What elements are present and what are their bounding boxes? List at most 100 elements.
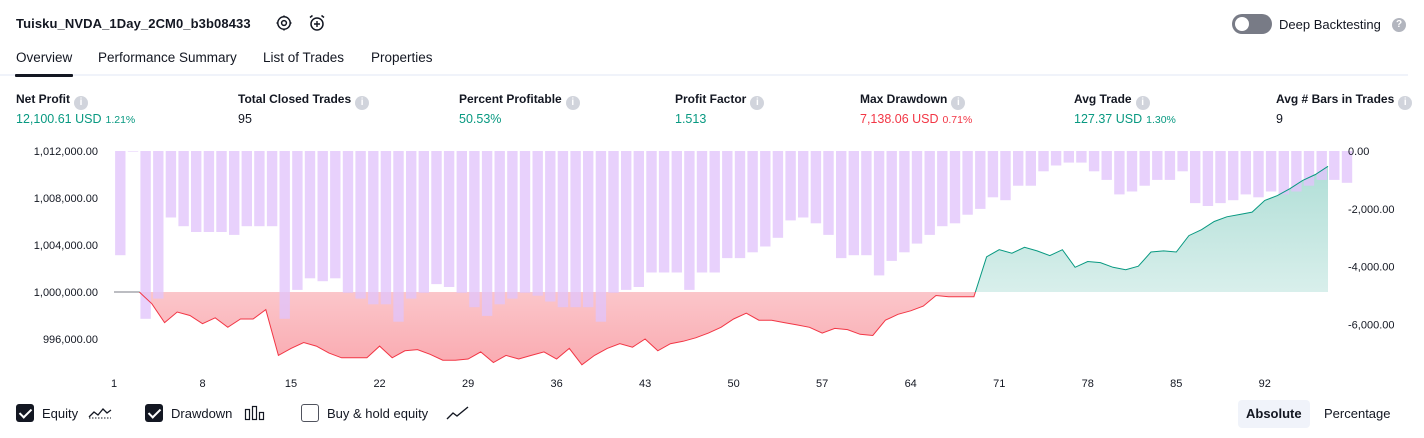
absolute-button[interactable]: Absolute — [1238, 400, 1310, 428]
drawdown-bar — [292, 151, 303, 290]
info-icon[interactable]: i — [750, 96, 765, 110]
strategy-header: Tuisku_NVDA_1Day_2CM0_b3b08433 Deep Back… — [0, 0, 1424, 46]
drawdown-bar — [1177, 151, 1188, 172]
equity-axis-label: 996,000.00 — [43, 334, 98, 346]
buy-hold-line-icon — [446, 406, 469, 420]
drawdown-bar — [886, 151, 897, 261]
drawdown-bar — [1025, 151, 1036, 186]
drawdown-bar — [1190, 151, 1201, 204]
gear-icon[interactable] — [274, 13, 294, 33]
drawdown-bar — [355, 151, 366, 299]
drawdown-bar — [595, 151, 607, 322]
drawdown-bar — [1291, 151, 1302, 192]
drawdown-bar — [570, 151, 581, 308]
drawdown-bar — [798, 151, 809, 218]
drawdown-bar — [178, 151, 189, 227]
total-closed-trades-value: 95 — [238, 112, 252, 126]
drawdown-bar — [330, 151, 341, 279]
drawdown-bar — [317, 151, 328, 282]
tab-list-of-trades[interactable]: List of Trades — [263, 50, 345, 65]
metric-percent-profitable: Percent Profitable i 50.53% — [459, 90, 580, 126]
toggle-knob — [1235, 17, 1249, 31]
drawdown-bar — [1265, 151, 1277, 192]
info-icon[interactable]: i — [1135, 96, 1150, 110]
drawdown-bar — [127, 151, 139, 152]
drawdown-bar — [1202, 151, 1214, 206]
drawdown-axis-label: -6,000.00 — [1348, 320, 1394, 332]
equity-line-icon — [88, 408, 112, 419]
drawdown-axis-label: 0.00 — [1348, 146, 1369, 158]
x-axis-label: 92 — [1259, 378, 1271, 390]
buy-hold-checkbox[interactable] — [301, 404, 319, 422]
metric-label: Total Closed Trades — [238, 92, 352, 106]
info-icon[interactable]: i — [1398, 96, 1413, 110]
drawdown-bar — [418, 151, 429, 293]
x-axis-label: 8 — [199, 378, 205, 390]
drawdown-bar — [431, 151, 442, 285]
drawdown-bar — [975, 151, 986, 209]
drawdown-bar — [899, 151, 910, 253]
alarm-clock-plus-icon[interactable] — [307, 13, 327, 33]
x-axis-label: 85 — [1170, 378, 1182, 390]
drawdown-bar — [709, 151, 720, 273]
info-icon[interactable]: i — [565, 96, 580, 110]
x-axis-label: 64 — [905, 378, 917, 390]
net-profit-value: 12,100.61 USD — [16, 112, 102, 126]
metric-value: 7,138.06 USD 0.71% — [860, 112, 972, 126]
drawdown-bar — [911, 151, 923, 244]
drawdown-bar — [1278, 151, 1289, 195]
drawdown-bar — [646, 151, 657, 273]
info-icon[interactable]: i — [74, 96, 88, 110]
metric-value: 12,100.61 USD 1.21% — [16, 112, 135, 126]
drawdown-bar — [1303, 151, 1315, 186]
drawdown-legend-label: Drawdown — [171, 406, 233, 421]
drawdown-bar — [734, 151, 746, 259]
drawdown-bar — [304, 151, 316, 279]
drawdown-bar — [279, 151, 290, 319]
net-profit-pct: 1.21% — [105, 114, 136, 126]
percentage-button[interactable]: Percentage — [1324, 406, 1391, 421]
drawdown-bar — [115, 151, 126, 256]
equity-checkbox[interactable] — [16, 404, 34, 422]
drawdown-bar — [1240, 151, 1251, 195]
drawdown-bar — [1013, 151, 1024, 186]
drawdown-checkbox[interactable] — [145, 404, 163, 422]
tab-properties[interactable]: Properties — [371, 50, 433, 65]
drawdown-bar — [1253, 151, 1264, 198]
drawdown-bar — [1215, 151, 1226, 204]
metric-total-closed-trades: Total Closed Trades i 95 — [238, 90, 370, 126]
deep-backtesting-toggle[interactable] — [1232, 14, 1272, 34]
drawdown-bar — [153, 151, 164, 299]
metric-avg-bars-in-trades: Avg # Bars in Trades i 9 — [1276, 90, 1413, 126]
equity-axis-label: 1,012,000.00 — [34, 146, 98, 158]
info-icon[interactable]: i — [355, 96, 370, 110]
drawdown-bar — [760, 151, 771, 247]
question-circle-icon[interactable]: ? — [1392, 18, 1406, 32]
x-axis-label: 22 — [373, 378, 385, 390]
avg-trade-pct: 1.30% — [1146, 114, 1176, 126]
info-icon[interactable]: i — [951, 96, 966, 110]
tab-overview[interactable]: Overview — [14, 50, 74, 77]
drawdown-bar — [1341, 151, 1353, 183]
drawdown-bar — [1101, 151, 1112, 180]
tab-performance-summary[interactable]: Performance Summary — [98, 50, 237, 65]
drawdown-bar — [191, 151, 202, 232]
drawdown-bar — [1316, 151, 1327, 180]
drawdown-bar — [684, 151, 695, 290]
metrics-row: Net Profit i 12,100.61 USD 1.21% Total Clo… — [0, 90, 1424, 130]
drawdown-bar — [810, 151, 822, 224]
drawdown-bar — [1329, 151, 1340, 180]
drawdown-bar — [722, 151, 733, 259]
drawdown-bar — [519, 151, 531, 293]
x-axis-label: 29 — [462, 378, 474, 390]
equity-axis-label: 1,004,000.00 — [34, 240, 98, 252]
equity-line-profit — [114, 165, 1329, 292]
drawdown-bar — [456, 151, 467, 293]
drawdown-bar — [443, 151, 455, 287]
metric-avg-trade: Avg Trade i 127.37 USD 1.30% — [1074, 90, 1176, 126]
drawdown-bar — [406, 151, 417, 299]
metric-label: Avg Trade — [1074, 92, 1132, 106]
metric-label: Net Profit — [16, 92, 70, 106]
drawdown-bar — [203, 151, 215, 232]
drawdown-bar — [861, 151, 872, 256]
